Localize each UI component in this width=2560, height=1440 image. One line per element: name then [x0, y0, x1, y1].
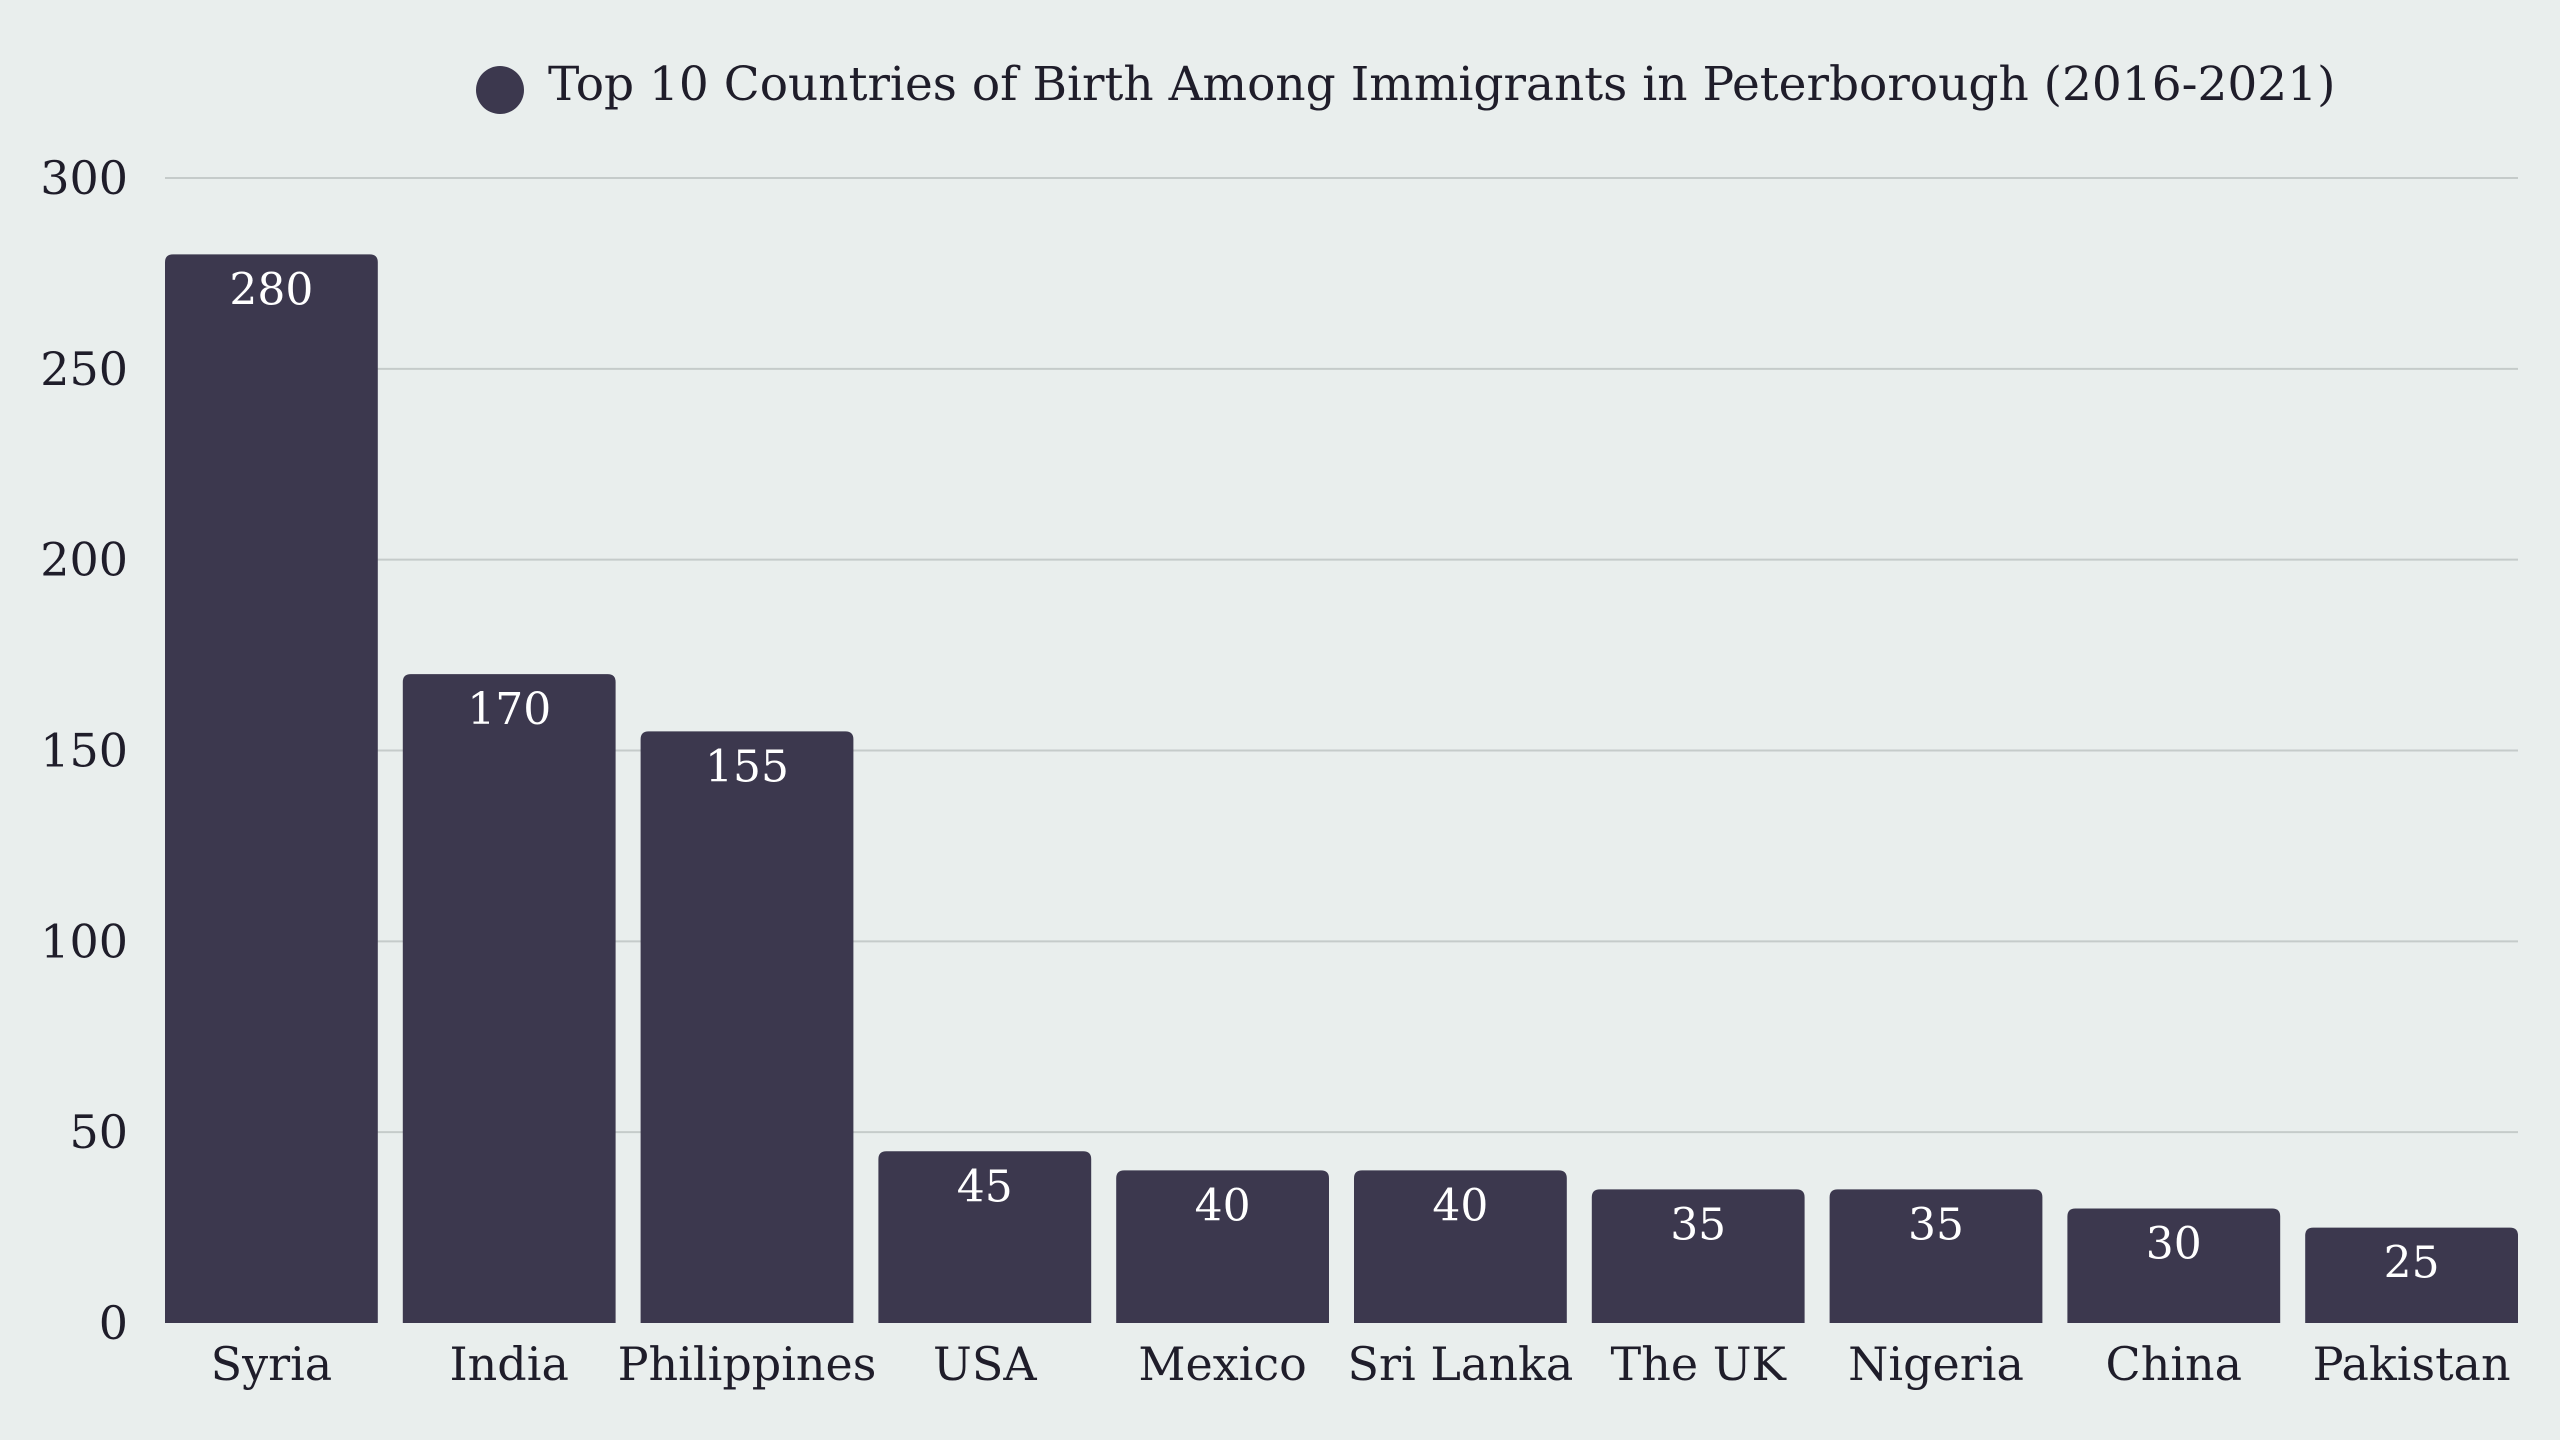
bar-india [402, 674, 616, 1323]
bar-value-label: 155 [705, 741, 789, 792]
y-tick-label: 100 [40, 914, 128, 968]
y-tick-label: 0 [99, 1296, 128, 1350]
bar-mexico [1116, 1170, 1329, 1323]
x-tick-label: Philippines [618, 1337, 877, 1391]
legend-label: Top 10 Countries of Birth Among Immigran… [548, 57, 2335, 112]
bar-usa [878, 1151, 1092, 1323]
x-tick-label: Nigeria [1848, 1337, 2024, 1391]
bar-value-label: 30 [2146, 1219, 2202, 1270]
x-axis-labels: Syria India Philippines USA Mexico Sri Lanka T… [211, 1337, 2511, 1391]
bar-the-uk [1591, 1189, 1805, 1323]
x-tick-label: Pakistan [2313, 1337, 2511, 1391]
bar-china [2067, 1208, 2281, 1323]
x-tick-label: India [450, 1337, 569, 1391]
bar-value-label: 25 [2384, 1238, 2440, 1289]
y-axis-ticks: 0 50 100 150 200 250 300 [40, 151, 128, 1350]
bar-value-label: 40 [1195, 1180, 1251, 1231]
bar-value-label: 40 [1432, 1180, 1488, 1231]
y-tick-label: 150 [40, 724, 128, 778]
bar-value-label: 35 [1670, 1199, 1726, 1250]
y-tick-label: 300 [40, 151, 128, 205]
bar-philippines [640, 731, 854, 1323]
legend: Top 10 Countries of Birth Among Immigran… [476, 57, 2335, 114]
bar-value-label: 170 [467, 684, 551, 735]
x-tick-label: The UK [1611, 1337, 1788, 1391]
x-tick-label: Sri Lanka [1348, 1337, 1574, 1391]
y-tick-label: 200 [40, 533, 128, 587]
bar-sri-lanka [1354, 1170, 1567, 1323]
bars: 280 170 155 45 40 40 35 35 30 25 [165, 254, 2518, 1323]
y-tick-label: 50 [69, 1105, 128, 1159]
x-tick-label: USA [933, 1337, 1037, 1391]
bar-nigeria [1829, 1189, 2043, 1323]
x-tick-label: Mexico [1138, 1337, 1306, 1391]
legend-marker [476, 66, 524, 114]
y-tick-label: 250 [40, 342, 128, 396]
bar-syria [165, 254, 378, 1323]
bar-pakistan [2305, 1227, 2518, 1323]
x-tick-label: China [2106, 1337, 2243, 1391]
bar-value-label: 45 [957, 1161, 1013, 1212]
x-tick-label: Syria [211, 1337, 333, 1391]
bar-value-label: 35 [1908, 1199, 1964, 1250]
bar-value-label: 280 [229, 264, 313, 315]
